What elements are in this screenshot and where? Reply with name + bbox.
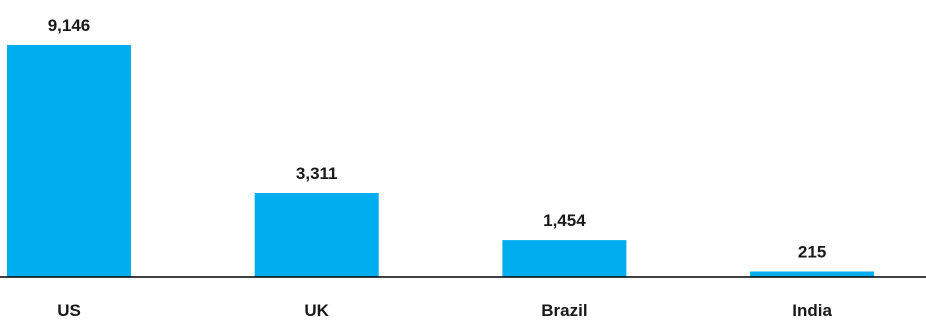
category-label-uk: UK [304,301,329,320]
value-label-india: 215 [798,243,826,262]
value-label-brazil: 1,454 [543,211,586,230]
bar-series [7,45,875,277]
category-labels: US UK Brazil India [57,301,832,320]
bar-us [7,45,131,277]
data-labels: 9,146 3,311 1,454 215 [48,16,827,262]
value-label-uk: 3,311 [296,164,338,183]
value-label-us: 9,146 [48,16,91,35]
bar-india [750,271,875,277]
category-label-india: India [792,301,832,320]
bar-brazil [502,240,627,277]
category-label-brazil: Brazil [541,301,587,320]
category-label-us: US [57,301,81,320]
bar-uk [254,193,379,277]
